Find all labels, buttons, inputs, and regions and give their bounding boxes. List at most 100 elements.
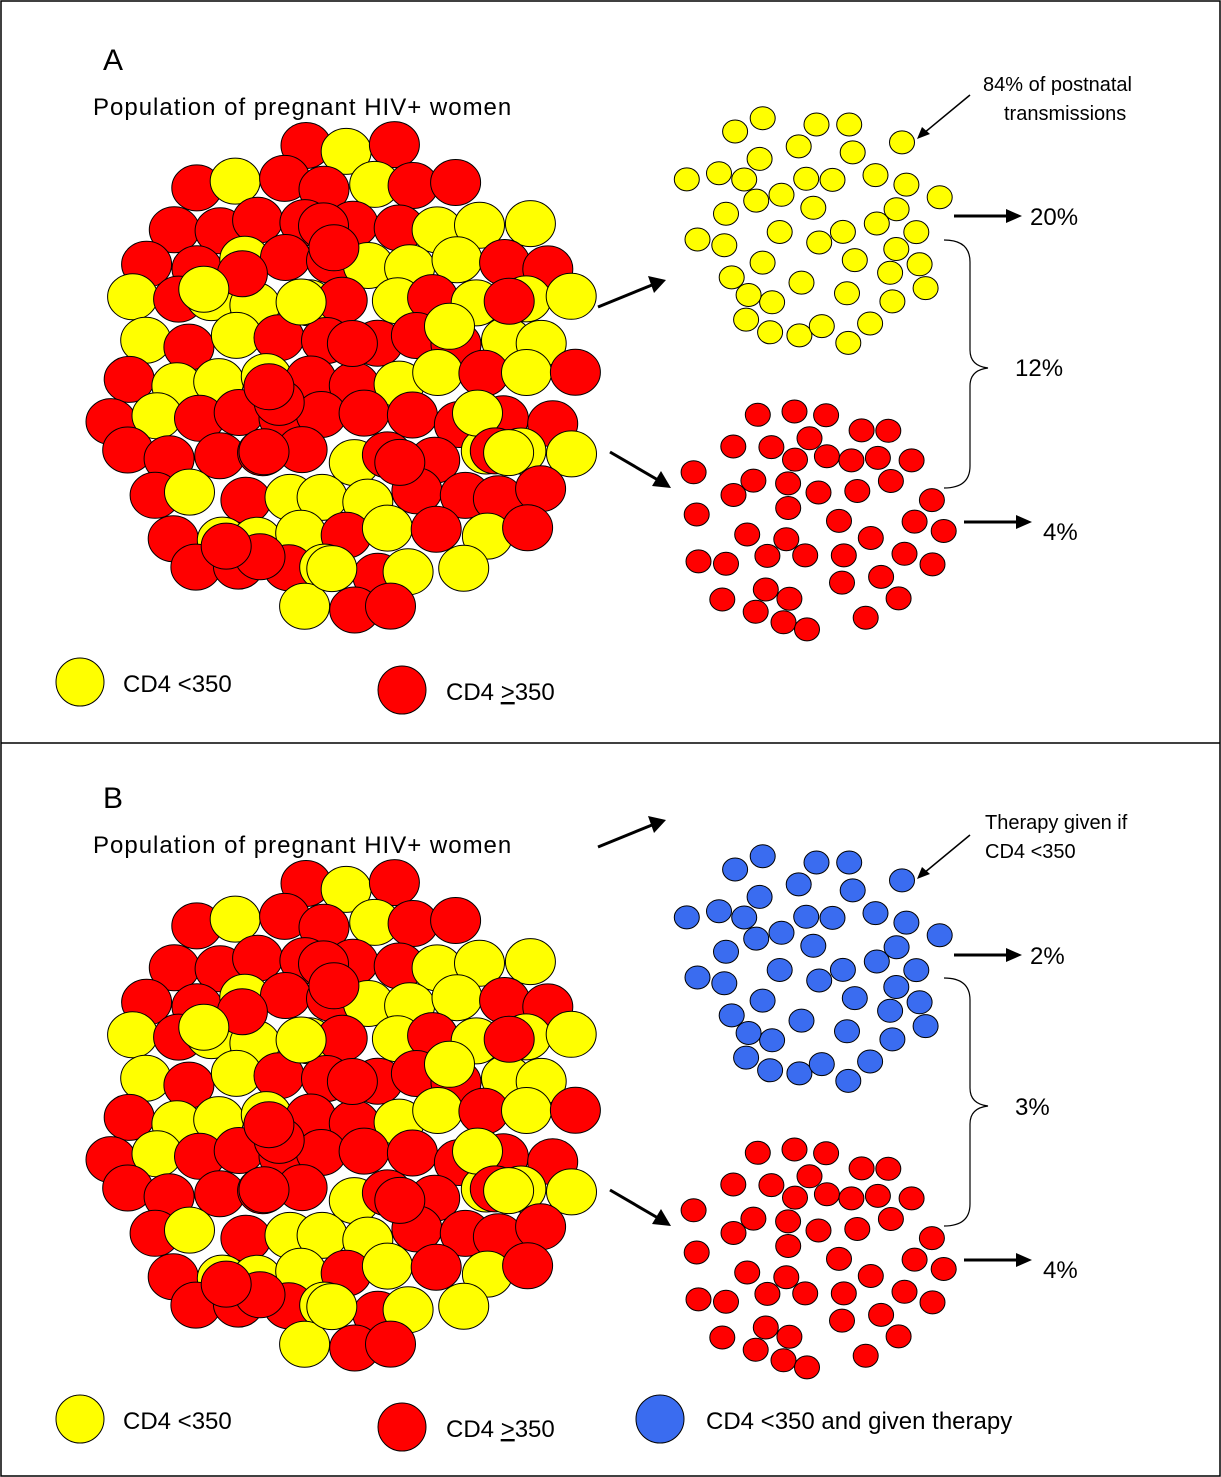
red-circle — [776, 586, 803, 611]
blue-circle — [768, 920, 795, 945]
red-circle — [857, 526, 884, 550]
blue-circle — [903, 958, 930, 983]
panel-a-title: Population of pregnant HIV+ women — [93, 94, 512, 121]
red-circle — [885, 1324, 912, 1349]
red-circle — [758, 1173, 785, 1198]
lower-rate-arrow-b — [964, 1253, 1032, 1267]
split-arrow-up-b — [597, 816, 666, 849]
yellow-circle — [836, 112, 863, 137]
red-circle — [826, 1246, 852, 1271]
yellow-circle — [504, 938, 556, 986]
red-circle — [720, 1172, 747, 1197]
yellow-circle — [711, 233, 738, 258]
yellow-circle — [178, 265, 230, 313]
red-circle — [919, 1290, 946, 1315]
red-circle — [830, 1281, 857, 1306]
blue-circle — [785, 872, 812, 897]
yellow-circle — [806, 230, 833, 255]
blue-circle — [839, 878, 866, 903]
red-circle — [813, 403, 840, 428]
blue-circle — [718, 1003, 745, 1028]
yellow-circle — [412, 349, 464, 396]
red-circle — [713, 1289, 739, 1314]
split-arrow-down-b — [609, 1188, 671, 1226]
yellow-circle — [883, 237, 910, 261]
legend-swatch-red-b — [377, 1402, 427, 1452]
yellow-circle — [361, 504, 413, 552]
red-circle — [776, 1324, 803, 1349]
blue-circle — [857, 1049, 884, 1074]
yellow-circle — [546, 430, 597, 478]
yellow-circle — [178, 1003, 230, 1051]
yellow-circle — [834, 281, 860, 306]
red-circle — [740, 468, 767, 493]
yellow-circle — [893, 172, 920, 197]
annotation-arrow-a — [917, 94, 971, 139]
blue-circle — [803, 850, 830, 875]
legend-swatch-yellow-a — [55, 657, 105, 707]
yellow-circle — [839, 140, 866, 165]
yellow-circle — [306, 545, 358, 593]
red-circle — [885, 586, 912, 611]
yellow-circle — [883, 197, 910, 222]
red-circle — [338, 1127, 390, 1175]
panel-a-letter: A — [103, 44, 123, 77]
yellow-circle — [424, 302, 475, 350]
blue-circle — [829, 957, 856, 982]
yellow-circle — [706, 161, 732, 186]
red-circle — [326, 320, 378, 367]
red-circle — [260, 972, 311, 1019]
combined-brace-a — [943, 239, 989, 489]
red-circle — [752, 1315, 779, 1340]
red-circle — [930, 519, 957, 543]
yellow-circle — [863, 211, 890, 236]
blue-circle — [735, 1021, 762, 1045]
yellow-circle — [857, 311, 884, 336]
red-circle — [720, 483, 747, 507]
red-circle — [877, 469, 904, 493]
yellow-circle — [454, 201, 505, 249]
red-circle — [844, 1217, 871, 1241]
red-circle — [549, 348, 601, 396]
upper-rate-arrow-b — [954, 948, 1022, 962]
lower-rate-arrow-a — [964, 515, 1032, 529]
blue-circle — [766, 958, 793, 982]
red-circle — [430, 159, 482, 206]
blue-circle — [786, 1061, 813, 1086]
red-circle — [549, 1086, 601, 1134]
yellow-circle — [545, 1010, 597, 1058]
panel-a: A Population of pregnant HIV+ women 20% … — [55, 44, 1132, 715]
red-circle — [868, 564, 895, 589]
red-circle — [200, 1260, 252, 1308]
red-circle — [308, 962, 360, 1010]
red-circle — [680, 460, 707, 485]
legend-swatch-yellow-b — [55, 1394, 105, 1444]
red-circle — [775, 1209, 802, 1234]
yellow-circle — [862, 163, 889, 188]
split-arrow-up-a — [597, 276, 666, 309]
blue-circle — [746, 884, 773, 909]
blue-circle — [863, 949, 890, 974]
blue-circle — [749, 988, 776, 1013]
red-circle — [782, 1185, 808, 1210]
red-circle — [770, 610, 797, 635]
red-circle — [483, 277, 535, 325]
legend-swatch-red-a — [377, 665, 427, 715]
red-circle — [829, 1308, 855, 1333]
blue-circle — [926, 923, 953, 948]
red-circle — [754, 543, 781, 568]
red-circle — [720, 1221, 747, 1245]
red-circle — [901, 509, 928, 534]
red-circle — [852, 605, 879, 630]
blue-circle — [711, 971, 738, 996]
blue-circle — [808, 1052, 835, 1077]
yellow-circle — [793, 166, 820, 191]
yellow-circle — [903, 220, 930, 245]
blue-circle — [800, 933, 827, 958]
red-circle — [875, 418, 902, 443]
blue-circle — [889, 868, 915, 893]
red-circle — [868, 1302, 895, 1327]
red-circle — [744, 402, 771, 427]
red-circle — [683, 1240, 710, 1265]
yellow-circle — [546, 1168, 597, 1216]
